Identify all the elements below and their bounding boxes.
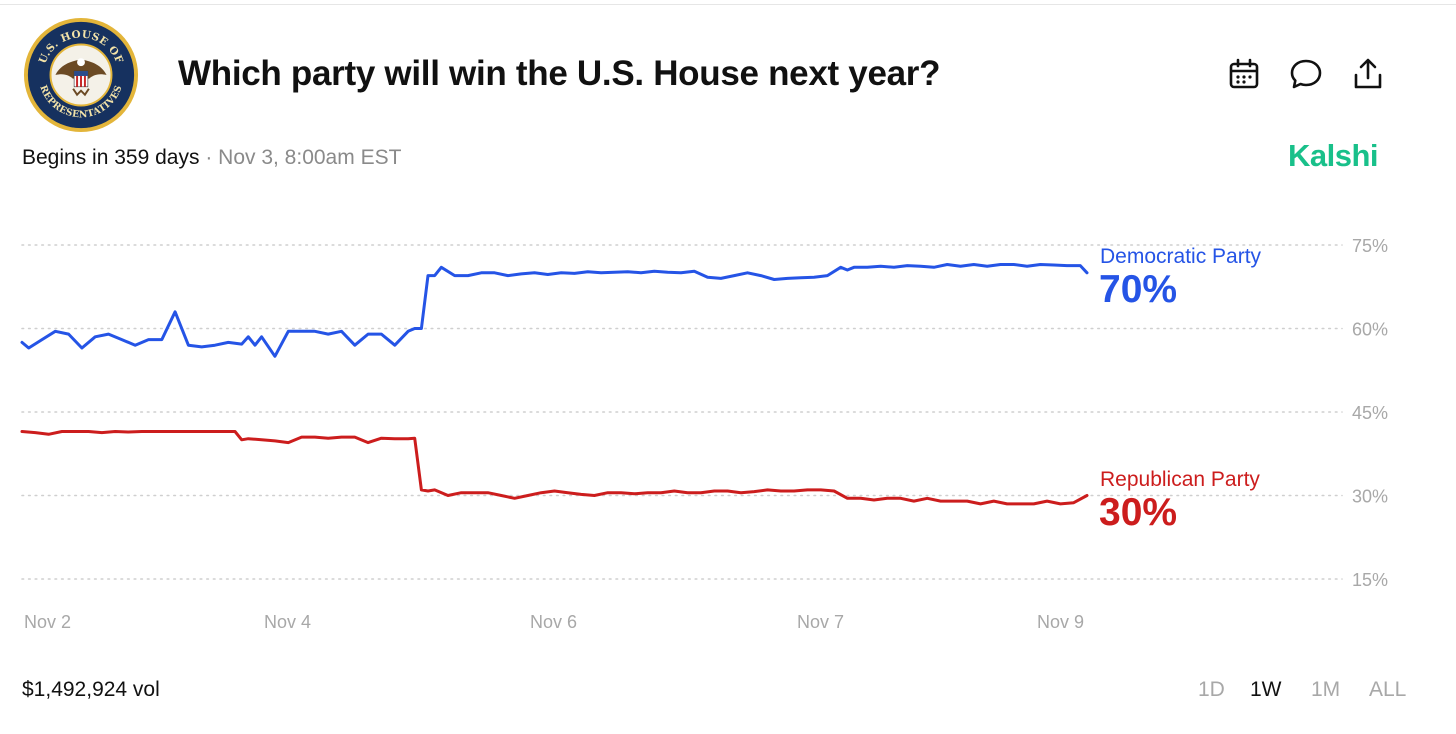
x-tick-label: Nov 9	[1037, 612, 1084, 632]
volume-label: $1,492,924 vol	[22, 678, 160, 701]
range-tab-1d[interactable]: 1D	[1198, 678, 1225, 701]
probability-chart: 75% 60% 45% 30% 15% Nov 2 Nov 4 Nov 6 Nov 7 Nov 9…	[20, 236, 1388, 632]
share-icon[interactable]	[1350, 56, 1386, 92]
house-seal-logo: U.S. HOUSE OF REPRESENTATIVES	[23, 17, 139, 133]
market-timing: Begins in 359 days · Nov 3, 8:00am EST	[22, 146, 401, 170]
begin-date: Nov 3, 8:00am EST	[218, 146, 402, 169]
republican-legend-label: Republican Party	[1100, 468, 1260, 491]
republican-series-line	[20, 430, 1089, 506]
x-tick-label: Nov 7	[797, 612, 844, 632]
begins-countdown: Begins in 359 days	[22, 146, 200, 169]
x-tick-label: Nov 2	[24, 612, 71, 632]
democratic-legend-label: Democratic Party	[1100, 245, 1262, 268]
y-tick-label: 30%	[1352, 487, 1388, 507]
democratic-series-line	[20, 263, 1089, 358]
top-divider	[0, 4, 1456, 5]
kalshi-brand[interactable]: Kalshi	[1288, 138, 1379, 173]
x-tick-label: Nov 6	[530, 612, 577, 632]
y-tick-label: 15%	[1352, 570, 1388, 590]
separator-dot: ·	[205, 146, 213, 169]
y-tick-label: 75%	[1352, 236, 1388, 256]
calendar-icon[interactable]	[1226, 56, 1262, 92]
y-tick-label: 45%	[1352, 403, 1388, 423]
time-range-selector: 1D 1W 1M ALL	[1190, 678, 1420, 708]
democratic-percent: 70%	[1099, 268, 1177, 311]
comment-icon[interactable]	[1288, 56, 1324, 92]
range-tab-all[interactable]: ALL	[1369, 678, 1407, 701]
x-tick-label: Nov 4	[264, 612, 311, 632]
y-tick-label: 60%	[1352, 320, 1388, 340]
page-title: Which party will win the U.S. House next…	[178, 54, 941, 93]
range-tab-1m[interactable]: 1M	[1311, 678, 1341, 701]
republican-percent: 30%	[1099, 491, 1177, 534]
range-tab-1w[interactable]: 1W	[1250, 678, 1282, 701]
